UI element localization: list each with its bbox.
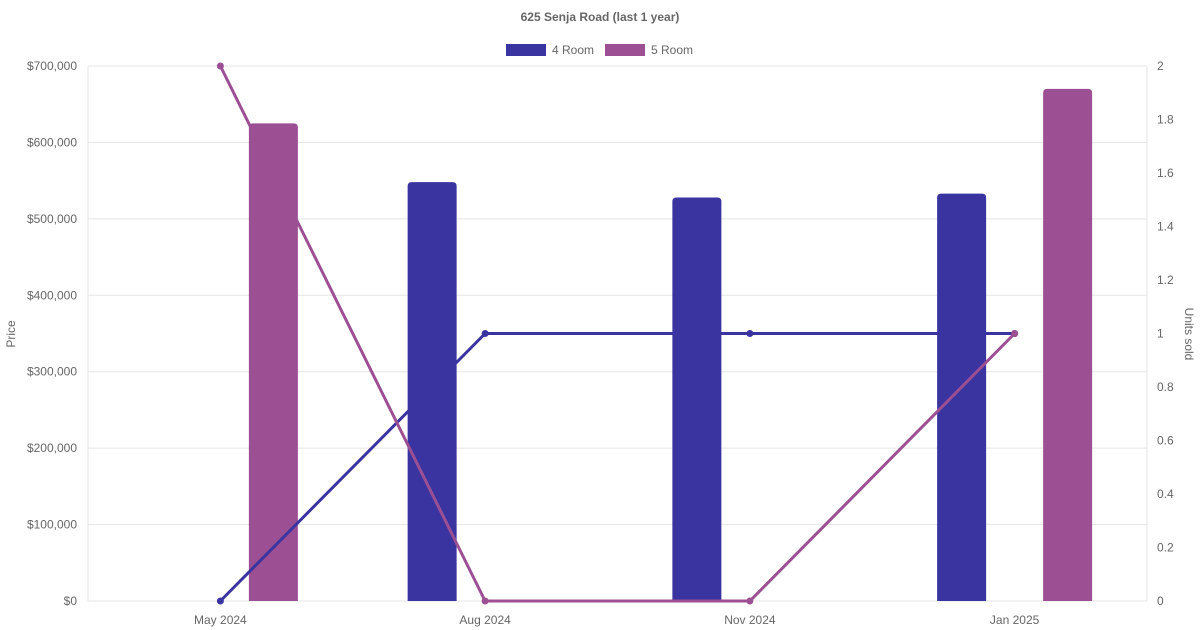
y-tick-label: $500,000: [27, 212, 77, 226]
bar-4-room[interactable]: [407, 182, 457, 601]
y-axis-left: $0 $100,000 $200,000 $300,000 $400,000 $500,0…: [27, 59, 77, 608]
x-axis: May 2024 Aug 2024 Nov 2024 Jan 2025: [194, 613, 1040, 627]
unit-lines: [216, 62, 1019, 605]
line-point[interactable]: [481, 597, 489, 605]
x-tick-label: Jan 2025: [990, 613, 1040, 627]
y-tick-label: $700,000: [27, 59, 77, 73]
y2-tick-label: 1.6: [1157, 166, 1174, 180]
x-tick-label: Aug 2024: [459, 613, 511, 627]
x-tick-label: May 2024: [194, 613, 247, 627]
bar-4-room[interactable]: [672, 197, 722, 601]
line-point[interactable]: [1011, 330, 1019, 337]
y2-tick-label: 0: [1157, 594, 1164, 608]
y2-axis-title: Units sold: [1182, 308, 1196, 361]
x-tick-label: Nov 2024: [724, 613, 776, 627]
y-tick-label: $400,000: [27, 288, 77, 302]
bar-5-room[interactable]: [1043, 88, 1093, 601]
legend-swatch: [605, 44, 645, 56]
y-tick-label: $300,000: [27, 365, 77, 379]
bar-5-room[interactable]: [248, 123, 298, 602]
y2-tick-label: 1.2: [1157, 273, 1174, 287]
bars: [248, 88, 1093, 602]
line-point[interactable]: [481, 330, 489, 337]
y-tick-label: $200,000: [27, 441, 77, 455]
y2-tick-label: 0.6: [1157, 434, 1174, 448]
y2-tick-label: 0.2: [1157, 541, 1174, 555]
bar-4-room[interactable]: [937, 193, 987, 601]
y2-tick-label: 1: [1157, 327, 1164, 341]
y-tick-label: $0: [64, 594, 78, 608]
y-axis-title: Price: [4, 320, 18, 348]
y2-tick-label: 1.4: [1157, 220, 1174, 234]
legend-label: 4 Room: [552, 43, 594, 57]
legend-item[interactable]: 4 Room: [506, 43, 594, 57]
legend[interactable]: 4 Room 5 Room: [506, 43, 693, 57]
y2-tick-label: 0.8: [1157, 380, 1174, 394]
y2-tick-label: 2: [1157, 59, 1164, 73]
y-axis-right: 0 0.2 0.4 0.6 0.8 1 1.2 1.4 1.6 1.8 2: [1157, 59, 1174, 608]
line-point[interactable]: [216, 597, 224, 605]
y2-tick-label: 0.4: [1157, 487, 1174, 501]
line-point[interactable]: [216, 62, 224, 70]
line-point[interactable]: [746, 330, 754, 337]
y-tick-label: $600,000: [27, 135, 77, 149]
legend-item[interactable]: 5 Room: [605, 43, 693, 57]
line-point[interactable]: [746, 597, 754, 605]
line-4-room[interactable]: [218, 332, 1017, 603]
line-5-room[interactable]: [218, 64, 1017, 603]
legend-label: 5 Room: [651, 43, 693, 57]
legend-swatch: [506, 44, 546, 56]
chart-title: 625 Senja Road (last 1 year): [521, 10, 680, 24]
y2-tick-label: 1.8: [1157, 113, 1174, 127]
y-tick-label: $100,000: [27, 518, 77, 532]
